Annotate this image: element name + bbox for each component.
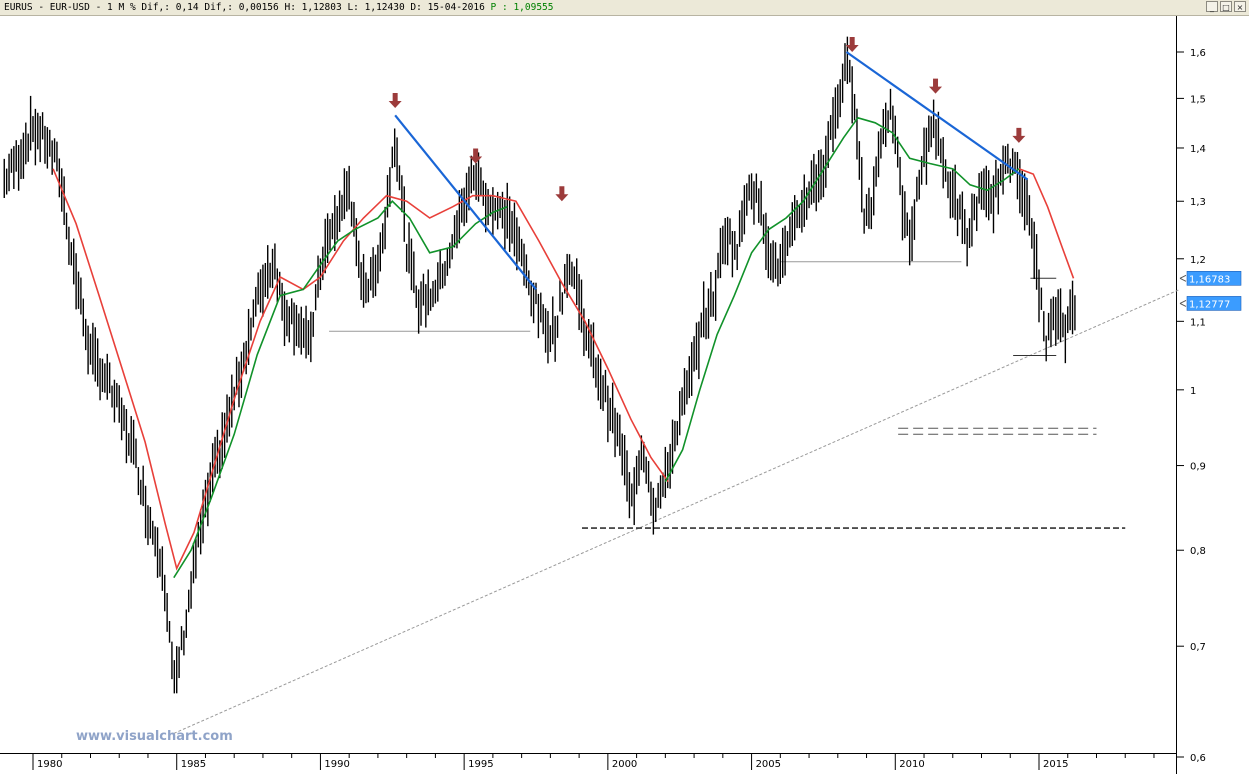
- low-label: L:: [347, 2, 359, 13]
- x-tick-label: 2000: [612, 759, 637, 770]
- down-arrow-icon: [388, 93, 402, 109]
- y-tick-label: 1,6: [1190, 48, 1206, 59]
- price-tag-label: 1,16783: [1189, 274, 1230, 285]
- price-tags: 1,16783 1,12777: [1179, 271, 1242, 311]
- date-label: D:: [410, 2, 422, 13]
- x-tick-label: 2010: [899, 759, 924, 770]
- resistance-trendline: [845, 51, 1029, 181]
- x-tick-label: 2015: [1043, 759, 1068, 770]
- minimize-button[interactable]: _: [1206, 1, 1218, 12]
- high-label: H:: [284, 2, 296, 13]
- plot-area: [0, 16, 1176, 774]
- resistance-trendlines: [394, 51, 1029, 291]
- y-tick-label: 0,6: [1190, 753, 1206, 764]
- y-tick-label: 0,8: [1190, 546, 1206, 557]
- down-arrow-icon: [555, 186, 569, 202]
- down-arrow-icon: [469, 148, 483, 164]
- watermark: www.visualchart.com: [76, 729, 233, 744]
- annotation-lines: [173, 261, 1181, 734]
- y-tick-label: 1,5: [1190, 94, 1206, 105]
- price-tag-pointer: [1179, 274, 1187, 282]
- y-tick-label: 1,1: [1190, 317, 1206, 328]
- fast-moving-average: [173, 200, 508, 579]
- resistance-trendline: [394, 114, 537, 291]
- x-tick-label: 1980: [37, 759, 62, 770]
- y-tick-label: 0,7: [1190, 642, 1206, 653]
- header-quote-line: EURUS - EUR-USD - 1 M % Dif,: 0,14 Dif,:…: [4, 2, 554, 13]
- date-value: 15-04-2016: [427, 2, 485, 13]
- x-tick-label: 2005: [756, 759, 781, 770]
- y-tick-label: 1,3: [1190, 197, 1206, 208]
- price-value: 1,09555: [513, 2, 554, 13]
- y-tick-label: 1,4: [1190, 144, 1206, 155]
- price-tag-label: 1,12777: [1189, 299, 1230, 310]
- down-arrow-icon: [929, 78, 943, 94]
- x-tick-label: 1990: [324, 759, 349, 770]
- down-arrow-icon: [1012, 127, 1026, 143]
- low-value: 1,12430: [364, 2, 405, 13]
- down-arrow-icon: [845, 37, 859, 52]
- x-tick-label: 1995: [468, 759, 493, 770]
- pct-change-label: % Dif,:: [129, 2, 170, 13]
- symbol: EURUS: [4, 2, 33, 13]
- price-label: P :: [490, 2, 508, 13]
- window-controls: _ □ ×: [1206, 1, 1246, 13]
- timeframe: 1 M: [107, 2, 125, 13]
- price-tag-box: [1186, 296, 1242, 311]
- high-value: 1,12803: [301, 2, 342, 13]
- y-tick-label: 1,2: [1190, 255, 1206, 266]
- pct-change-value: 0,14: [175, 2, 199, 13]
- abs-change-label: Dif,:: [204, 2, 233, 13]
- chart-header: EURUS - EUR-USD - 1 M % Dif,: 0,14 Dif,:…: [0, 0, 1249, 16]
- close-button[interactable]: ×: [1234, 1, 1246, 12]
- fast-moving-average: [664, 116, 1020, 483]
- peak-arrows: [388, 37, 1026, 202]
- instrument-name: EUR-USD: [49, 2, 90, 13]
- rising-support-line: [173, 288, 1181, 734]
- x-tick-label: 1985: [181, 759, 206, 770]
- y-tick-label: 0,9: [1190, 462, 1206, 473]
- moving-averages: [52, 116, 1075, 579]
- y-axis-ticks: 0,6 0,7 0,8 0,9 1 1,1 1,2 1,3 1,4 1,5 1,6: [1177, 48, 1206, 764]
- abs-change-value: 0,00156: [238, 2, 279, 13]
- maximize-button[interactable]: □: [1220, 1, 1232, 12]
- price-tag-box: [1186, 271, 1242, 286]
- price-tag-pointer: [1179, 299, 1187, 307]
- x-axis-ticks: 1980 1985 1990 1995 2000 2005 2010 2015: [32, 753, 1155, 770]
- y-tick-label: 1: [1190, 386, 1196, 397]
- price-axis-panel: [1176, 16, 1249, 774]
- slow-moving-average: [1018, 168, 1075, 279]
